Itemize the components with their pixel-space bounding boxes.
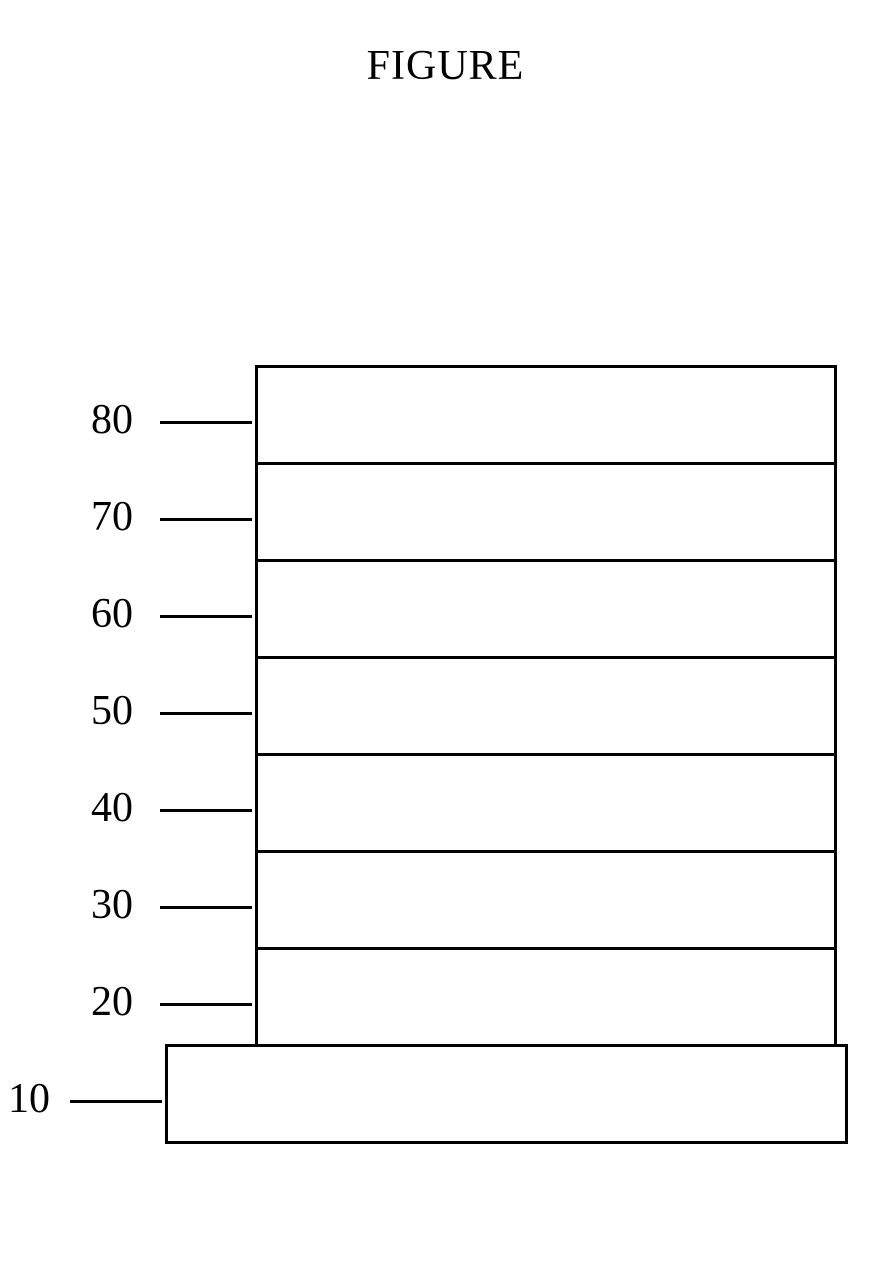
layer-label-30: 30 bbox=[83, 881, 133, 929]
figure-title: FIGURE bbox=[0, 42, 891, 90]
layer-40 bbox=[255, 753, 837, 853]
layer-label-50: 50 bbox=[83, 687, 133, 735]
layer-label-70: 70 bbox=[83, 493, 133, 541]
layer-70 bbox=[255, 462, 837, 562]
lead-line-50 bbox=[160, 712, 252, 715]
layer-label-80: 80 bbox=[83, 396, 133, 444]
layer-label-10: 10 bbox=[0, 1075, 50, 1123]
layer-30 bbox=[255, 850, 837, 950]
lead-line-20 bbox=[160, 1003, 252, 1006]
layer-10 bbox=[165, 1044, 848, 1144]
lead-line-70 bbox=[160, 518, 252, 521]
lead-line-30 bbox=[160, 906, 252, 909]
layer-60 bbox=[255, 559, 837, 659]
lead-line-40 bbox=[160, 809, 252, 812]
lead-line-80 bbox=[160, 421, 252, 424]
layer-stack-diagram: 80 70 60 50 40 30 20 10 bbox=[0, 365, 891, 1195]
lead-line-60 bbox=[160, 615, 252, 618]
layer-label-60: 60 bbox=[83, 590, 133, 638]
layer-label-40: 40 bbox=[83, 784, 133, 832]
layer-80 bbox=[255, 365, 837, 465]
layer-20 bbox=[255, 947, 837, 1047]
layer-label-20: 20 bbox=[83, 978, 133, 1026]
layer-50 bbox=[255, 656, 837, 756]
lead-line-10 bbox=[70, 1100, 162, 1103]
